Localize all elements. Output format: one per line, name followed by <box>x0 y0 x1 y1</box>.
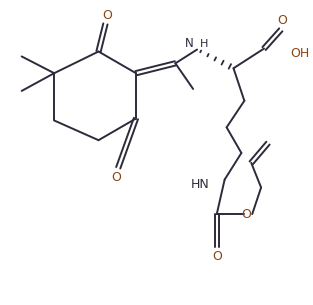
Text: O: O <box>111 171 121 184</box>
Text: O: O <box>212 250 222 263</box>
Text: H: H <box>200 39 208 48</box>
Text: O: O <box>241 208 251 221</box>
Text: HN: HN <box>191 178 210 191</box>
Text: OH: OH <box>291 47 310 60</box>
Text: O: O <box>277 14 287 27</box>
Text: N: N <box>185 37 194 50</box>
Text: O: O <box>102 9 112 22</box>
